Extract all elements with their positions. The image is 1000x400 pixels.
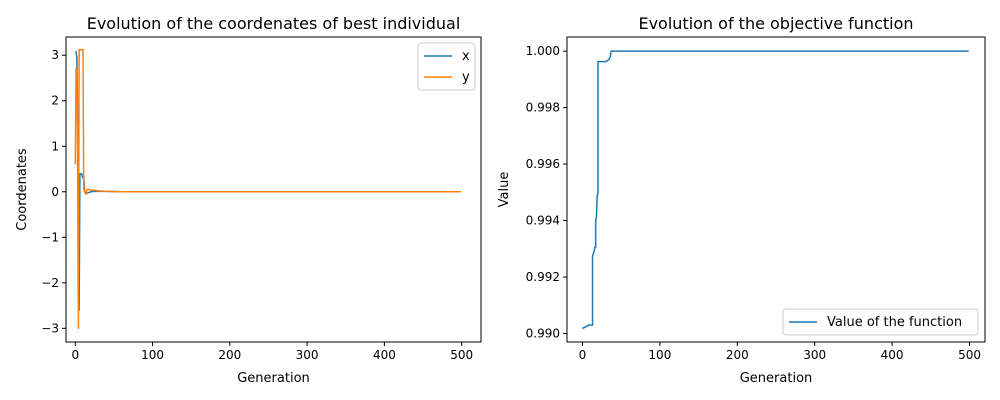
right-x-ticks: 0 100 200 300 400 500: [579, 342, 981, 362]
right-y-tick-label: 0.990: [526, 327, 560, 341]
right-x-tick-label: 300: [803, 348, 826, 362]
left-series-line-x: [75, 50, 461, 311]
right-x-tick-label: 100: [648, 348, 671, 362]
legend-label-x: x: [462, 49, 470, 64]
left-chart: Evolution of the coordenates of best ind…: [15, 14, 482, 386]
left-series-line-y: [74, 49, 461, 330]
left-y-axis-label: Coordenates: [15, 148, 30, 231]
left-y-tick-label: 3: [51, 48, 59, 62]
right-chart: Evolution of the objective function 0 100…: [497, 14, 986, 386]
right-x-tick-label: 400: [881, 348, 904, 362]
right-y-tick-label: 0.996: [526, 157, 560, 171]
right-y-ticks: 0.990 0.992 0.994 0.996 0.998 1.000: [526, 44, 567, 341]
left-x-tick-label: 200: [218, 348, 241, 362]
legend-label-value: Value of the function: [827, 315, 962, 330]
right-y-tick-label: 0.994: [526, 214, 560, 228]
left-x-ticks: 0 100 200 300 400 500: [71, 342, 473, 362]
right-y-tick-label: 0.998: [526, 101, 560, 115]
left-y-tick-label: 0: [51, 185, 59, 199]
right-x-tick-label: 200: [726, 348, 749, 362]
right-axes-frame: [566, 36, 986, 343]
right-x-tick-label: 500: [958, 348, 981, 362]
left-x-tick-label: 400: [373, 348, 396, 362]
left-y-tick-label: −3: [41, 321, 59, 335]
right-legend: Value of the function: [782, 308, 979, 336]
left-x-axis-label: Generation: [237, 371, 310, 386]
left-axes-frame: [65, 36, 482, 343]
left-chart-title: Evolution of the coordenates of best ind…: [87, 14, 461, 33]
left-y-tick-label: 2: [51, 94, 59, 108]
right-x-tick-label: 0: [579, 348, 587, 362]
left-x-tick-label: 0: [71, 348, 79, 362]
right-y-axis-label: Value: [497, 172, 512, 208]
left-legend: x y: [417, 42, 476, 91]
left-y-tick-label: 1: [51, 139, 59, 153]
left-x-tick-label: 500: [450, 348, 473, 362]
left-plot-area: [74, 49, 461, 330]
right-legend-box: [782, 308, 979, 336]
left-legend-box: [417, 42, 476, 91]
right-x-axis-label: Generation: [740, 371, 813, 386]
right-plot-area: [582, 50, 969, 330]
left-x-tick-label: 100: [141, 348, 164, 362]
legend-label-y: y: [462, 70, 470, 85]
left-y-tick-label: −1: [41, 230, 59, 244]
left-y-ticks: −3 −2 −1 0 1 2 3: [41, 48, 66, 335]
right-series-line-value-of-the-function: [582, 50, 969, 330]
right-y-tick-label: 1.000: [526, 44, 560, 58]
left-y-tick-label: −2: [41, 276, 59, 290]
right-y-tick-label: 0.992: [526, 270, 560, 284]
right-chart-title: Evolution of the objective function: [638, 14, 913, 33]
left-x-tick-label: 300: [296, 348, 319, 362]
